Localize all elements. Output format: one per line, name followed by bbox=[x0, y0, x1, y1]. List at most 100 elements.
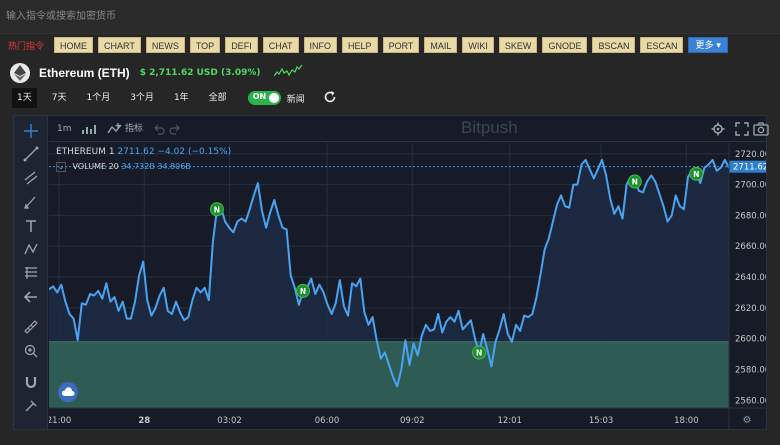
x-tick-label: 03:02 bbox=[217, 416, 242, 426]
volume-label: VOLUME 20 bbox=[72, 162, 119, 171]
nav-item-mail[interactable]: MAIL bbox=[424, 37, 458, 53]
last-price-tag bbox=[729, 160, 766, 173]
chart-widget: 1m 指标 Bitpush 2560.00 2580.00 2600.00 2620.… bbox=[13, 115, 769, 430]
y-tick-label: 2600.00 bbox=[735, 335, 766, 345]
nav-item-chart[interactable]: CHART bbox=[98, 37, 141, 53]
legend-values: 2711.62 −4.02 (−0.15%) bbox=[117, 147, 232, 157]
camera-icon[interactable] bbox=[753, 120, 769, 138]
tab-1m[interactable]: 1个月 bbox=[86, 93, 111, 103]
redo-icon[interactable] bbox=[169, 120, 181, 138]
price-chart[interactable]: 2560.00 2580.00 2600.00 2620.00 2640.00 2660.… bbox=[49, 143, 766, 429]
x-tick-label: 12:01 bbox=[497, 416, 522, 426]
nav-item-wiki[interactable]: WIKI bbox=[462, 37, 494, 53]
cloud-icon[interactable] bbox=[58, 382, 78, 402]
news-marker[interactable] bbox=[209, 202, 224, 217]
search-bar bbox=[0, 0, 780, 34]
fib-icon[interactable] bbox=[22, 264, 40, 282]
nav-item-skew[interactable]: SKEW bbox=[498, 37, 538, 53]
news-marker[interactable] bbox=[472, 345, 487, 360]
nav-item-info[interactable]: INFO bbox=[303, 37, 338, 53]
interval-selector[interactable]: 1m bbox=[57, 124, 72, 134]
axis-settings-icon[interactable]: ⚙ bbox=[743, 415, 752, 426]
legend-symbol: ETHEREUM bbox=[56, 147, 106, 157]
x-tick-label: 28 bbox=[138, 416, 150, 426]
y-tick-label: 2560.00 bbox=[735, 396, 766, 406]
parallel-channel-icon[interactable] bbox=[22, 169, 40, 187]
y-tick-label: 2700.00 bbox=[735, 181, 766, 191]
coin-price: $ 2,711.62 USD (3.09%) bbox=[139, 68, 261, 78]
nav-item-defi[interactable]: DEFI bbox=[225, 37, 258, 53]
fullscreen-icon[interactable] bbox=[735, 120, 749, 138]
undo-icon[interactable] bbox=[153, 120, 165, 138]
x-tick-label: 21:00 bbox=[49, 416, 71, 426]
tab-3m[interactable]: 3个月 bbox=[130, 93, 154, 103]
sparkline-icon bbox=[274, 63, 303, 83]
bitpush-watermark: Bitpush bbox=[461, 118, 518, 137]
brush-icon[interactable] bbox=[22, 193, 40, 211]
lock-draw-icon[interactable] bbox=[22, 397, 40, 415]
news-label: 新闻 bbox=[286, 94, 305, 105]
coin-name: Ethereum (ETH) bbox=[39, 66, 130, 80]
pattern-icon[interactable] bbox=[22, 240, 40, 258]
toggle-label: ON bbox=[252, 92, 267, 101]
drawing-toolbar bbox=[14, 116, 48, 429]
last-price-label: 2711.62 bbox=[733, 163, 766, 173]
volume-area bbox=[49, 341, 729, 408]
nav-item-top[interactable]: TOP bbox=[189, 37, 221, 53]
volume-values: 34.732B 34.806B bbox=[121, 162, 191, 171]
price-legend: ETHEREUM 1 2711.62 −4.02 (−0.15%) bbox=[56, 147, 231, 157]
news-marker[interactable] bbox=[295, 283, 310, 298]
x-tick-label: 18:00 bbox=[674, 416, 699, 426]
volume-legend: ⌄ VOLUME 20 34.732B 34.806B bbox=[56, 162, 191, 172]
y-tick-label: 2660.00 bbox=[735, 242, 766, 252]
nav-item-port[interactable]: PORT bbox=[382, 37, 420, 53]
trend-line-icon[interactable] bbox=[22, 145, 40, 163]
y-tick-label: 2680.00 bbox=[735, 211, 766, 221]
nav-item-chat[interactable]: CHAT bbox=[262, 37, 299, 53]
settings-icon[interactable] bbox=[711, 120, 725, 138]
nav-item-home[interactable]: HOME bbox=[54, 37, 93, 53]
x-tick-label: 09:02 bbox=[400, 416, 425, 426]
chart-top-toolbar: 1m 指标 Bitpush bbox=[49, 116, 769, 142]
tab-all[interactable]: 全部 bbox=[208, 93, 227, 103]
collapse-legend-icon[interactable]: ⌄ bbox=[56, 162, 66, 172]
text-tool-icon[interactable] bbox=[22, 217, 40, 235]
range-tabs: 1天 7天 1个月 3个月 1年 全部 ON 新闻 bbox=[12, 88, 337, 108]
magnet-icon[interactable] bbox=[22, 373, 40, 391]
y-tick-label: 2580.00 bbox=[735, 365, 766, 375]
nav-item-escan[interactable]: ESCAN bbox=[640, 37, 684, 53]
news-marker-label: N bbox=[632, 178, 638, 187]
news-marker-label: N bbox=[214, 205, 220, 214]
x-tick-label: 15:03 bbox=[589, 416, 614, 426]
ruler-icon[interactable] bbox=[22, 318, 40, 336]
nav-item-news[interactable]: NEWS bbox=[145, 37, 185, 53]
crosshair-icon[interactable] bbox=[22, 122, 40, 140]
price-series-line bbox=[49, 158, 730, 388]
news-marker-label: N bbox=[476, 349, 482, 358]
nav-item-help[interactable]: HELP bbox=[342, 37, 378, 53]
nav-item-bscan[interactable]: BSCAN bbox=[592, 37, 636, 53]
refresh-icon[interactable] bbox=[323, 90, 337, 107]
bar-style-icon[interactable] bbox=[81, 120, 97, 138]
tab-7d[interactable]: 7天 bbox=[51, 93, 67, 103]
more-button[interactable]: 更多 ▾ bbox=[688, 37, 728, 53]
tab-1d[interactable]: 1天 bbox=[12, 88, 37, 108]
nav-item-gnode[interactable]: GNODE bbox=[542, 37, 588, 53]
arrow-left-icon[interactable] bbox=[22, 288, 40, 306]
ethereum-logo-icon bbox=[10, 63, 30, 83]
zoom-in-icon[interactable] bbox=[22, 342, 40, 360]
indicators-button[interactable]: 指标 bbox=[125, 124, 144, 134]
search-input[interactable] bbox=[0, 0, 780, 33]
y-tick-label: 2720.00 bbox=[735, 150, 766, 160]
news-marker[interactable] bbox=[689, 166, 704, 181]
news-toggle[interactable]: ON bbox=[247, 91, 281, 105]
toggle-knob bbox=[268, 93, 279, 103]
legend-interval: 1 bbox=[108, 147, 115, 157]
command-nav: 热门指令 HOME CHART NEWS TOP DEFI CHAT INFO … bbox=[0, 36, 728, 54]
indicators-icon[interactable] bbox=[107, 120, 123, 138]
y-tick-label: 2620.00 bbox=[735, 304, 766, 314]
hot-commands-label: 热门指令 bbox=[8, 41, 45, 52]
tab-1y[interactable]: 1年 bbox=[173, 93, 189, 103]
coin-header: Ethereum (ETH) $ 2,711.62 USD (3.09%) bbox=[10, 60, 303, 86]
news-marker[interactable] bbox=[627, 174, 642, 189]
